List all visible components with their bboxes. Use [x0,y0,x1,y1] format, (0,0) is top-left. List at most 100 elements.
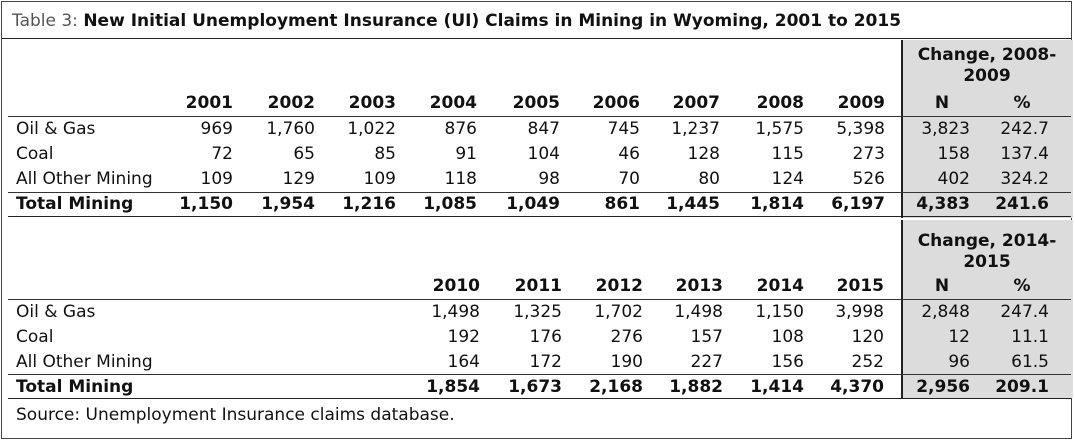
table-title-prefix: Table 3: [12,11,84,31]
pct-header: % [1013,93,1031,113]
year-header-2002: 2002 [267,93,315,113]
cell-value: 273 [852,144,885,164]
year-header-2009: 2009 [837,93,885,113]
change-header-line2: 2009 [963,66,1011,86]
change-pct: 247.4 [1000,302,1049,322]
cell-value: 1,049 [506,194,560,214]
change-header-line1: Change, 2014- [917,231,1057,251]
total-rule-2-bottom [8,398,1071,399]
cell-value: 1,814 [750,194,804,214]
cell-value: 157 [690,327,723,347]
cell-value: 1,498 [431,302,480,322]
year-header-2007: 2007 [672,93,720,113]
row-label: Oil & Gas [16,119,96,139]
cell-value: 876 [444,119,477,139]
cell-value: 80 [698,169,720,189]
year-header-2003: 2003 [348,93,396,113]
table-title-main: New Initial Unemployment Insurance (UI) … [83,11,902,31]
cell-value: 1,954 [261,194,315,214]
change-pct: 241.6 [995,194,1049,214]
cell-value: 104 [527,144,560,164]
cell-value: 969 [200,119,233,139]
cell-value: 526 [852,169,885,189]
cell-value: 1,085 [423,194,477,214]
cell-value: 1,216 [342,194,396,214]
change-pct: 137.4 [1000,144,1049,164]
row-label: Total Mining [16,194,134,214]
cell-value: 1,325 [513,302,562,322]
cell-value: 190 [610,352,643,372]
year-header-2012: 2012 [595,276,643,296]
year-header-2011: 2011 [514,276,562,296]
cell-value: 108 [771,327,804,347]
change-pct: 324.2 [1000,169,1049,189]
year-header-2006: 2006 [592,93,640,113]
cell-value: 847 [527,119,560,139]
cell-value: 46 [618,144,640,164]
change-n: 2,956 [916,377,970,397]
change-column-shade-2 [901,220,1073,398]
cell-value: 98 [538,169,560,189]
title-rule [2,38,1071,39]
change-pct: 11.1 [1011,327,1049,347]
total-rule-1-top [8,192,1071,193]
change-pct: 61.5 [1011,352,1049,372]
cell-value: 65 [293,144,315,164]
cell-value: 109 [363,169,396,189]
cell-value: 128 [687,144,720,164]
cell-value: 3,998 [835,302,884,322]
cell-value: 192 [447,327,480,347]
year-header-2013: 2013 [675,276,723,296]
cell-value: 227 [690,352,723,372]
change-n: 12 [948,327,970,347]
change-n: 2,848 [921,302,970,322]
change-pct: 242.7 [1000,119,1049,139]
cell-value: 1,575 [755,119,804,139]
row-label: Coal [16,327,54,347]
cell-value: 745 [607,119,640,139]
pct-header: % [1013,276,1031,296]
header-rule-2 [8,299,1071,300]
change-header-line1: Change, 2008- [917,45,1057,65]
change-n: 4,383 [916,194,970,214]
cell-value: 6,197 [831,194,885,214]
year-header-2014: 2014 [756,276,804,296]
cell-value: 1,022 [347,119,396,139]
cell-value: 176 [529,327,562,347]
cell-value: 1,445 [666,194,720,214]
change-column-shade-1 [901,40,1073,218]
total-rule-2-top [8,374,1071,375]
change-pct: 209.1 [995,377,1049,397]
cell-value: 85 [374,144,396,164]
cell-value: 118 [444,169,477,189]
cell-value: 1,854 [426,377,480,397]
cell-value: 129 [282,169,315,189]
cell-value: 115 [771,144,804,164]
cell-value: 1,414 [750,377,804,397]
cell-value: 252 [851,352,884,372]
row-label: All Other Mining [16,352,153,372]
cell-value: 72 [211,144,233,164]
cell-value: 91 [455,144,477,164]
cell-value: 1,498 [674,302,723,322]
year-header-2001: 2001 [185,93,233,113]
cell-value: 2,168 [589,377,643,397]
cell-value: 109 [200,169,233,189]
row-label: Oil & Gas [16,302,96,322]
year-header-2010: 2010 [432,276,480,296]
cell-value: 4,370 [830,377,884,397]
change-n: 402 [937,169,970,189]
cell-value: 70 [618,169,640,189]
cell-value: 861 [604,194,641,214]
cell-value: 1,150 [179,194,233,214]
cell-value: 1,673 [508,377,562,397]
table-title: Table 3: New Initial Unemployment Insura… [12,11,901,31]
row-label: Total Mining [16,377,134,397]
cell-value: 1,760 [266,119,315,139]
cell-value: 120 [851,327,884,347]
cell-value: 164 [447,352,480,372]
year-header-2004: 2004 [429,93,477,113]
row-label: All Other Mining [16,169,153,189]
year-header-2005: 2005 [512,93,560,113]
